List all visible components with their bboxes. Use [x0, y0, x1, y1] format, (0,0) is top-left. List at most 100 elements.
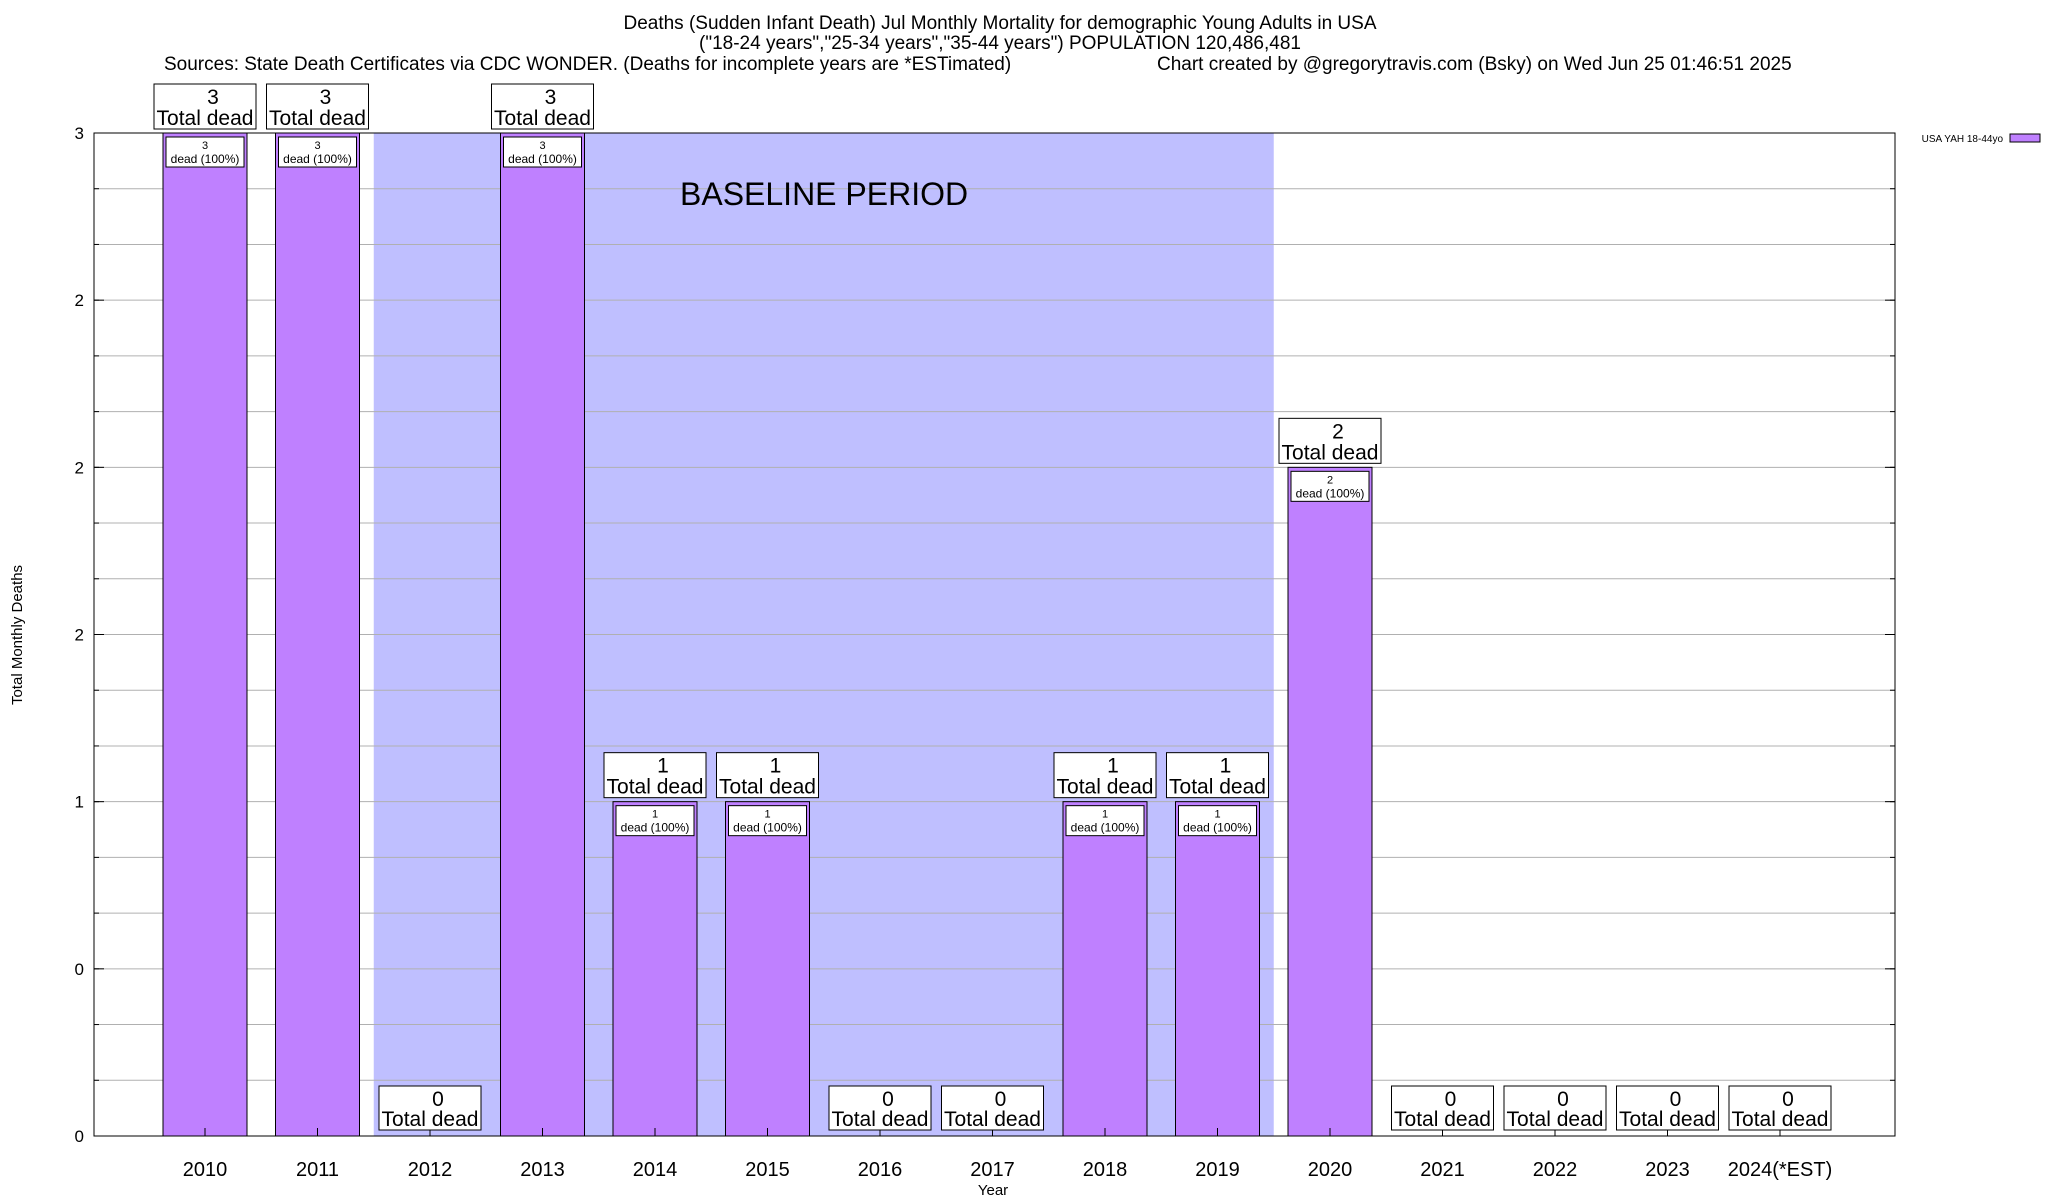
x-tick-label: 2016	[858, 1159, 903, 1181]
bar-total-label-value: 3	[207, 86, 219, 109]
bar-total-label-box	[716, 752, 819, 799]
y-tick-label: 2	[75, 291, 84, 310]
bar-total-label-box	[266, 83, 369, 130]
bar-inner-label-text: dead (100%)	[508, 152, 577, 166]
bar-inner-label-text: dead (100%)	[171, 152, 240, 166]
bar-total-label-box	[1053, 752, 1157, 799]
bar-inner-label-text: dead (100%)	[1296, 486, 1365, 500]
bar-total-label-value: 0	[1557, 1088, 1569, 1111]
bar-inner-label-value: 3	[539, 140, 545, 152]
bar-total-label-value: 0	[1445, 1088, 1457, 1111]
bar	[275, 132, 360, 1137]
bar-total-label-text: Total dead	[1394, 1108, 1491, 1131]
bar-inner-label-box	[165, 136, 245, 168]
bar-total-label-text: Total dead	[832, 1108, 929, 1131]
bar-total-label-text: Total dead	[1057, 776, 1154, 799]
x-tick-label: 2012	[408, 1159, 453, 1181]
bar-total-label-value: 1	[1107, 755, 1119, 778]
y-tick-label: 3	[75, 124, 84, 143]
bar-inner-label-box	[1178, 805, 1257, 837]
bar-inner-label-value: 1	[652, 809, 658, 821]
bar-inner-label-box	[503, 136, 582, 168]
x-tick-label: 2022	[1533, 1159, 1578, 1181]
bar-total-label-box	[378, 1085, 482, 1131]
y-axis: 0 0 1 2 2 2 3	[75, 124, 1895, 1146]
bar-total-label-box	[1278, 417, 1382, 464]
bar-total-label-text: Total dead	[1507, 1108, 1604, 1131]
bar-total-label-value: 0	[1670, 1088, 1682, 1111]
bar-total-label-value: 1	[657, 755, 669, 778]
bar	[1287, 466, 1373, 1137]
y-tick-label: 1	[75, 793, 84, 812]
bar-total-label-value: 0	[432, 1088, 444, 1111]
x-tick-label: 2015	[745, 1159, 790, 1181]
legend: USA YAH 18-44yo	[1922, 133, 2041, 145]
bar-inner-label-box	[278, 136, 357, 168]
bar-total-label-text: Total dead	[1169, 776, 1266, 799]
gridlines	[94, 188, 1895, 1081]
bar-total-label-value: 2	[1332, 420, 1344, 443]
bar-total-label-box	[828, 1085, 932, 1131]
legend-label: USA YAH 18-44yo	[1922, 134, 2004, 145]
bar-total-label-box	[1503, 1085, 1607, 1131]
chart-credit: Chart created by @gregorytravis.com (Bsk…	[1157, 54, 1792, 75]
bar-total-label-box	[1728, 1085, 1832, 1131]
x-tick-label: 2020	[1308, 1159, 1353, 1181]
bar	[500, 132, 585, 1137]
y-tick-label: 0	[75, 1127, 84, 1146]
x-tick-label: 2014	[633, 1159, 678, 1181]
bar-inner-label-box	[615, 805, 695, 837]
bar-total-label-box	[1166, 752, 1269, 799]
bar-total-label-value: 0	[995, 1088, 1007, 1111]
bar-total-label-text: Total dead	[382, 1108, 479, 1131]
bar-total-label-text: Total dead	[1619, 1108, 1716, 1131]
bar-total-label-text: Total dead	[269, 107, 366, 130]
bar-inner-label-text: dead (100%)	[1071, 821, 1140, 835]
bar-total-label-value: 1	[770, 755, 782, 778]
x-tick-label: 2021	[1420, 1159, 1465, 1181]
bar-total-label-text: Total dead	[1732, 1108, 1829, 1131]
bar	[1175, 801, 1260, 1137]
bar-total-label-value: 3	[545, 86, 557, 109]
x-tick-label: 2019	[1195, 1159, 1240, 1181]
bar-total-label-value: 3	[320, 86, 332, 109]
bar-total-label-value: 0	[882, 1088, 894, 1111]
x-tick-label: 2017	[970, 1159, 1015, 1181]
bar	[612, 801, 698, 1137]
bar-total-label-box	[603, 752, 707, 799]
y-tick-label: 2	[75, 458, 84, 477]
chart-sources: Sources: State Death Certificates via CD…	[164, 54, 1012, 75]
bar-total-label-value: 0	[1782, 1088, 1794, 1111]
chart-title-line1: Deaths (Sudden Infant Death) Jul Monthly…	[623, 13, 1377, 34]
baseline-period-label: BASELINE PERIOD	[680, 176, 968, 212]
bar-inner-label-value: 2	[1327, 474, 1333, 486]
bar-total-label-box	[941, 1085, 1044, 1131]
bar-total-label-box	[1616, 1085, 1719, 1131]
bar-inner-label-value: 1	[1214, 809, 1220, 821]
x-tick-label: 2023	[1645, 1159, 1690, 1181]
bar-inner-label-value: 1	[764, 809, 770, 821]
bar-inner-label-text: dead (100%)	[621, 821, 690, 835]
bar-inner-label-value: 1	[1102, 809, 1108, 821]
bar-total-label-text: Total dead	[1282, 441, 1379, 464]
bar-inner-label-box	[1290, 470, 1370, 502]
bar-total-label-text: Total dead	[944, 1108, 1041, 1131]
bars	[162, 132, 1784, 1137]
bar-total-label-text: Total dead	[719, 776, 816, 799]
bar-inner-label-value: 3	[314, 140, 320, 152]
bar-inner-label-text: dead (100%)	[733, 821, 802, 835]
bar-inner-label-text: dead (100%)	[283, 152, 352, 166]
x-tick-label: 2010	[183, 1159, 228, 1181]
x-tick-label: 2024(*EST)	[1728, 1159, 1833, 1181]
bar-total-label-box	[1391, 1085, 1494, 1131]
chart-title-line2: ("18-24 years","25-34 years","35-44 year…	[699, 33, 1301, 54]
bar-total-label-text: Total dead	[157, 107, 254, 130]
bar-total-label-box	[153, 83, 257, 130]
bar-inner-label-box	[728, 805, 807, 837]
x-axis-label: Year	[978, 1182, 1008, 1199]
legend-swatch	[2009, 133, 2041, 143]
y-tick-label: 2	[75, 626, 84, 645]
y-tick-label: 0	[75, 960, 84, 979]
